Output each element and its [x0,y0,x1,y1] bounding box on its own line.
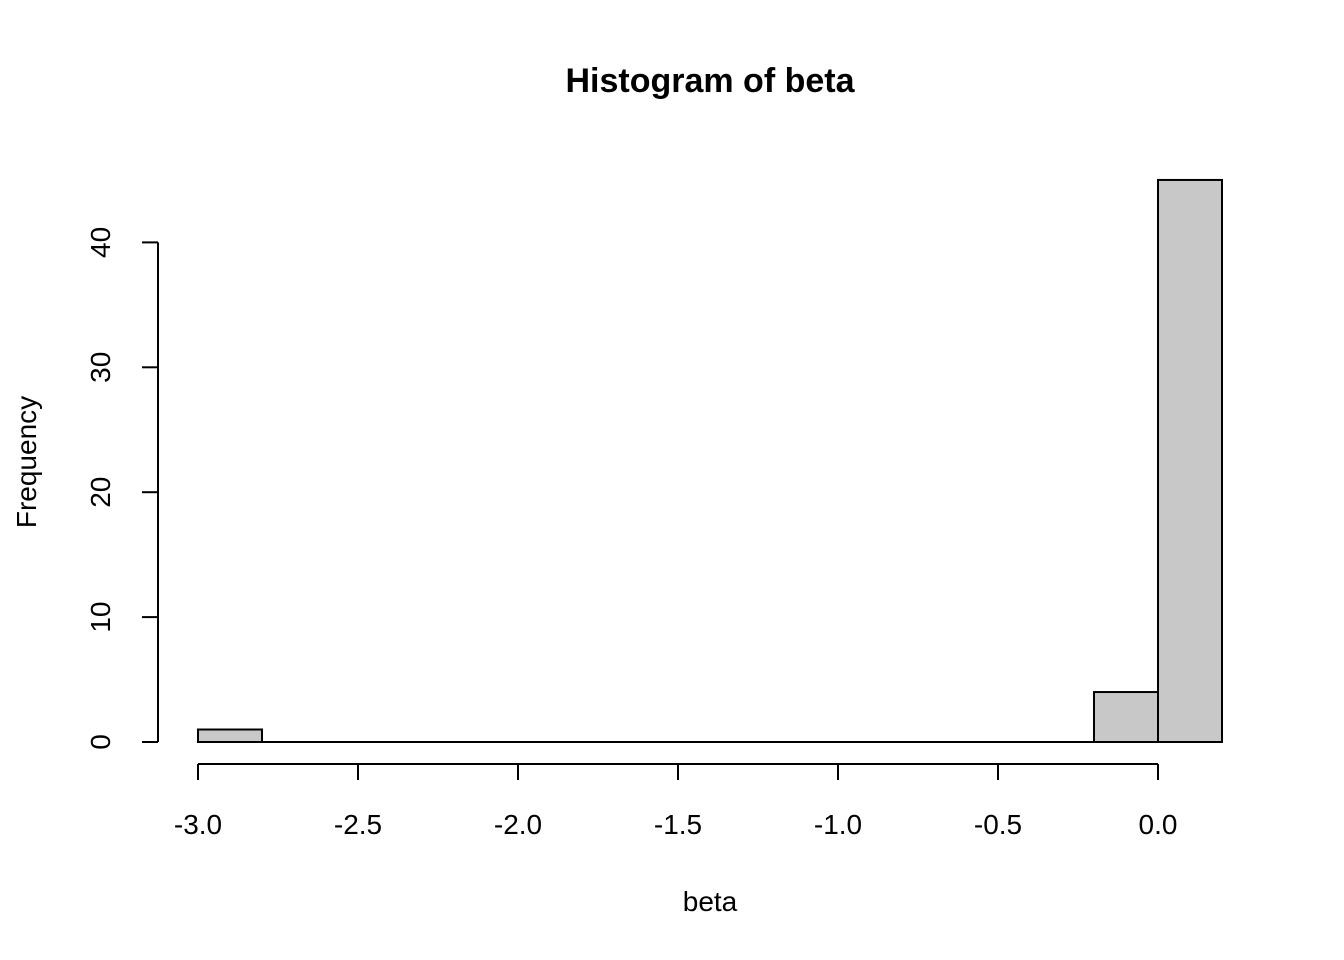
chart-title: Histogram of beta [565,62,855,100]
y-tick-label: 20 [85,477,116,508]
y-axis: 0 10 20 30 40 [85,227,159,750]
bars-group [197,178,1223,744]
y-tick-label: 0 [85,734,116,750]
x-tick-label: -3.0 [174,809,222,840]
y-tick-label: 40 [85,227,116,258]
x-tick-label: -0.5 [974,809,1022,840]
histogram-bar [1093,691,1159,743]
x-tick-label: 0.0 [1139,809,1178,840]
x-tick-label: -2.5 [334,809,382,840]
y-axis-label: Frequency [11,396,42,528]
x-axis-label: beta [683,886,738,917]
histogram-bar [1157,178,1223,743]
x-tick-label: -1.0 [814,809,862,840]
x-axis: -3.0 -2.5 -2.0 -1.5 -1.0 -0.5 0.0 [174,763,1178,840]
y-tick-label: 30 [85,352,116,383]
x-tick-label: -1.5 [654,809,702,840]
y-tick-label: 10 [85,602,116,633]
x-tick-label: -2.0 [494,809,542,840]
histogram-bar [197,728,263,744]
